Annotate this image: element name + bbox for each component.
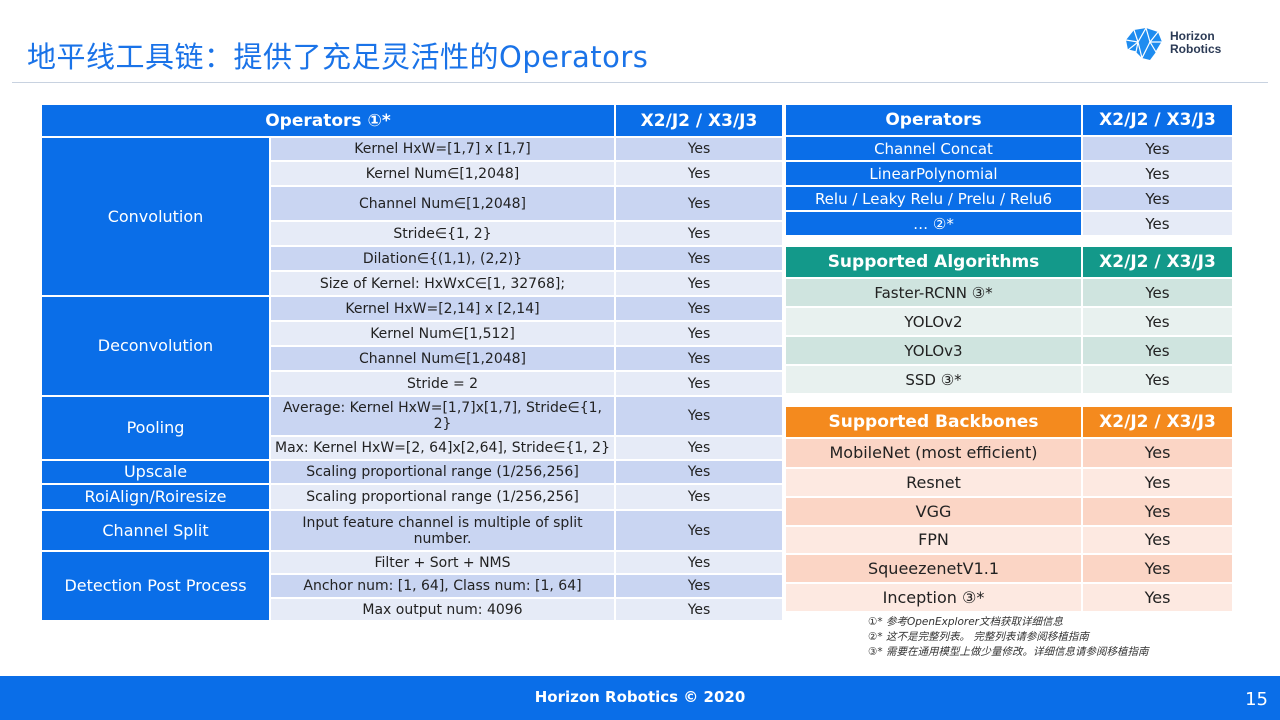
backbone-name: VGG <box>784 496 1083 527</box>
algo-header: Supported Algorithms <box>784 245 1083 279</box>
brain-logo-icon <box>1125 26 1164 60</box>
category-channel-split: Channel Split <box>40 509 271 552</box>
op-name: … ②* <box>784 210 1083 237</box>
op-name: Channel Concat <box>784 135 1083 162</box>
backbone-value: Yes <box>1081 467 1234 498</box>
param-cell: Channel Num∈[1,2048] <box>269 345 616 372</box>
logo-line2: Robotics <box>1170 42 1222 56</box>
backbone-value: Yes <box>1081 525 1234 555</box>
param-cell: Kernel Num∈[1,2048] <box>269 160 616 187</box>
value-cell: Yes <box>614 295 784 322</box>
extra-operators-table: Operators X2/J2 / X3/J3 Channel Concat Y… <box>784 103 1234 237</box>
backbones-table: Supported Backbones X2/J2 / X3/J3 Mobile… <box>784 405 1234 613</box>
value-cell: Yes <box>614 459 784 485</box>
title-divider <box>12 82 1268 83</box>
operators-table: Operators ①* X2/J2 / X3/J3 Convolution K… <box>40 103 784 622</box>
category-upscale: Upscale <box>40 459 271 485</box>
value-cell: Yes <box>614 550 784 575</box>
param-cell: Channel Num∈[1,2048] <box>269 185 616 222</box>
param-cell: Anchor num: [1, 64], Class num: [1, 64] <box>269 573 616 599</box>
value-cell: Yes <box>614 220 784 247</box>
backbone-name: MobileNet (most efficient) <box>784 437 1083 469</box>
algo-name: Faster-RCNN ③* <box>784 277 1083 308</box>
op-value: Yes <box>1081 210 1234 237</box>
ops-header: Operators <box>784 103 1083 137</box>
param-cell: Kernel Num∈[1,512] <box>269 320 616 347</box>
param-cell: Filter + Sort + NMS <box>269 550 616 575</box>
category-detection-post-process: Detection Post Process <box>40 550 271 622</box>
value-cell: Yes <box>614 160 784 187</box>
algo-value: Yes <box>1081 335 1234 366</box>
category-convolution: Convolution <box>40 136 271 297</box>
op-name: LinearPolynomial <box>784 160 1083 187</box>
value-cell: Yes <box>614 270 784 297</box>
footnote-3: ③* 需要在通用模型上做少量修改。详细信息请参阅移植指南 <box>868 646 1149 658</box>
param-cell: Max: Kernel HxW=[2, 64]x[2,64], Stride∈{… <box>269 435 616 461</box>
backbone-name: Resnet <box>784 467 1083 498</box>
value-cell: Yes <box>614 245 784 272</box>
param-cell: Input feature channel is multiple of spl… <box>269 509 616 552</box>
footer-copyright: Horizon Robotics © 2020 <box>534 688 746 706</box>
footer-bar: Horizon Robotics © 2020 15 <box>0 676 1280 720</box>
param-cell: Average: Kernel HxW=[1,7]x[1,7], Stride∈… <box>269 395 616 437</box>
value-cell: Yes <box>614 320 784 347</box>
algorithms-table: Supported Algorithms X2/J2 / X3/J3 Faste… <box>784 245 1234 395</box>
op-name: Relu / Leaky Relu / Prelu / Relu6 <box>784 185 1083 212</box>
horizon-robotics-logo: Horizon Robotics <box>1120 24 1240 64</box>
param-cell: Scaling proportional range (1/256,256] <box>269 459 616 485</box>
algo-value: Yes <box>1081 277 1234 308</box>
category-pooling: Pooling <box>40 395 271 461</box>
value-cell: Yes <box>614 136 784 162</box>
footnote-1: ①* 参考OpenExplorer文档获取详细信息 <box>868 616 1063 628</box>
value-cell: Yes <box>614 185 784 222</box>
algo-value: Yes <box>1081 364 1234 395</box>
value-cell: Yes <box>614 395 784 437</box>
param-cell: Kernel HxW=[2,14] x [2,14] <box>269 295 616 322</box>
algo-name: YOLOv2 <box>784 306 1083 337</box>
backbone-value: Yes <box>1081 582 1234 613</box>
category-roialign: RoiAlign/Roiresize <box>40 483 271 511</box>
backbone-value: Yes <box>1081 496 1234 527</box>
value-cell: Yes <box>614 345 784 372</box>
param-cell: Scaling proportional range (1/256,256] <box>269 483 616 511</box>
param-cell: Kernel HxW=[1,7] x [1,7] <box>269 136 616 162</box>
backbone-name: Inception ③* <box>784 582 1083 613</box>
algo-name: YOLOv3 <box>784 335 1083 366</box>
backbone-name: SqueezenetV1.1 <box>784 553 1083 584</box>
page-number: 15 <box>1245 689 1268 710</box>
value-cell: Yes <box>614 573 784 599</box>
param-cell: Stride = 2 <box>269 370 616 397</box>
operators-header: Operators ①* <box>40 103 616 138</box>
backbone-value: Yes <box>1081 553 1234 584</box>
value-cell: Yes <box>614 370 784 397</box>
backbone-platform-header: X2/J2 / X3/J3 <box>1081 405 1234 439</box>
backbone-value: Yes <box>1081 437 1234 469</box>
value-cell: Yes <box>614 509 784 552</box>
algo-name: SSD ③* <box>784 364 1083 395</box>
logo-line1: Horizon <box>1170 29 1215 43</box>
page-title: 地平线工具链：提供了充足灵活性的Operators <box>27 40 649 74</box>
op-value: Yes <box>1081 160 1234 187</box>
op-value: Yes <box>1081 185 1234 212</box>
value-cell: Yes <box>614 435 784 461</box>
footnote-2: ②* 这不是完整列表。 完整列表请参阅移植指南 <box>868 631 1089 643</box>
param-cell: Max output num: 4096 <box>269 597 616 622</box>
algo-value: Yes <box>1081 306 1234 337</box>
op-value: Yes <box>1081 135 1234 162</box>
param-cell: Dilation∈{(1,1), (2,2)} <box>269 245 616 272</box>
backbone-header: Supported Backbones <box>784 405 1083 439</box>
algo-platform-header: X2/J2 / X3/J3 <box>1081 245 1234 279</box>
value-cell: Yes <box>614 483 784 511</box>
backbone-name: FPN <box>784 525 1083 555</box>
ops-platform-header: X2/J2 / X3/J3 <box>1081 103 1234 137</box>
param-cell: Size of Kernel: HxWxC∈[1, 32768]; <box>269 270 616 297</box>
param-cell: Stride∈{1, 2} <box>269 220 616 247</box>
platform-header: X2/J2 / X3/J3 <box>614 103 784 138</box>
category-deconvolution: Deconvolution <box>40 295 271 397</box>
footnotes: ①* 参考OpenExplorer文档获取详细信息 ②* 这不是完整列表。 完整… <box>868 615 1149 660</box>
value-cell: Yes <box>614 597 784 622</box>
